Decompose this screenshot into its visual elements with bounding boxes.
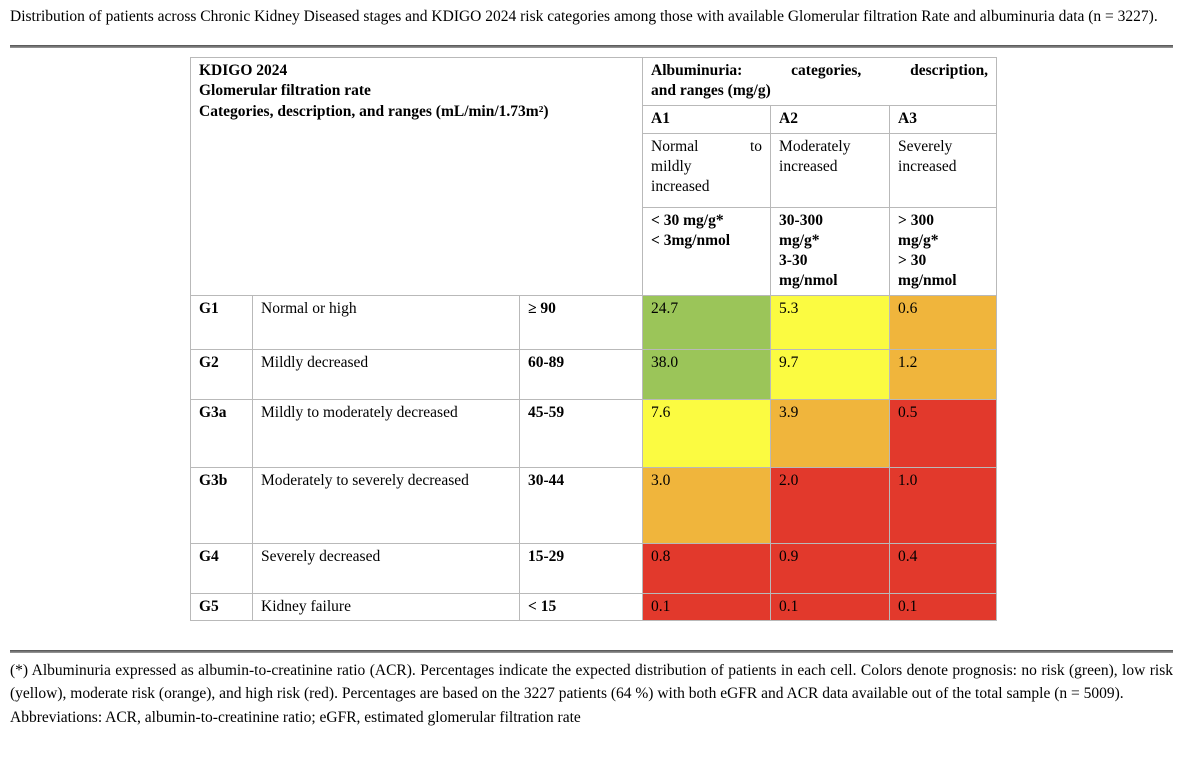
table-row-g1: G1 Normal or high ≥ 90 24.7 5.3 0.6 (190, 295, 998, 350)
row-code: G2 (190, 349, 253, 400)
table-row-g3a: G3a Mildly to moderately decreased 45-59… (190, 399, 998, 468)
top-divider-rule (10, 45, 1173, 48)
footnote-asterisk-note: (*) Albuminuria expressed as albumin-to-… (10, 662, 1173, 703)
albuminuria-header-line1: Albuminuria: categories, description, (651, 62, 989, 79)
kdigo-risk-table: KDIGO 2024 Glomerular filtration rate Ca… (189, 57, 998, 622)
risk-cell: 38.0 (642, 349, 772, 400)
risk-cell: 0.1 (889, 592, 998, 622)
col-desc-a1: Normal to mildly increased (642, 133, 772, 208)
risk-cell: 24.7 (642, 295, 772, 350)
risk-cell: 0.8 (642, 543, 772, 594)
table-row-g5: G5 Kidney failure < 15 0.1 0.1 0.1 (190, 592, 998, 622)
row-code: G3a (190, 399, 253, 468)
risk-cell: 0.4 (889, 543, 998, 594)
col-desc-a3: Severely increased (889, 133, 998, 208)
gfr-header-line1: KDIGO 2024 (199, 62, 288, 79)
table-row-g4: G4 Severely decreased 15-29 0.8 0.9 0.4 (190, 543, 998, 594)
row-description: Kidney failure (252, 592, 520, 622)
row-code: G4 (190, 543, 253, 594)
row-description: Normal or high (252, 295, 520, 350)
footnote-abbreviations: Abbreviations: ACR, albumin-to-creatinin… (10, 708, 581, 726)
row-code: G1 (190, 295, 253, 350)
table-row-g3b: G3b Moderately to severely decreased 30-… (190, 467, 998, 544)
row-range: < 15 (518, 592, 644, 622)
col-label-a3: A3 (889, 105, 998, 134)
bottom-divider-rule (10, 650, 1173, 653)
risk-cell: 2.0 (770, 467, 891, 544)
table-caption: Distribution of patients across Chronic … (10, 8, 1158, 25)
row-range: 60-89 (518, 349, 644, 400)
col-desc-a2: Moderately increased (770, 133, 891, 208)
risk-cell: 0.9 (770, 543, 891, 594)
risk-cell: 5.3 (770, 295, 891, 350)
row-description: Severely decreased (252, 543, 520, 594)
col-label-a2: A2 (770, 105, 891, 134)
row-description: Moderately to severely decreased (252, 467, 520, 544)
albuminuria-header-cell: Albuminuria: categories, description, an… (642, 57, 998, 106)
table-row-g2: G2 Mildly decreased 60-89 38.0 9.7 1.2 (190, 349, 998, 400)
col-range-a2: 30-300 mg/g* 3-30 mg/nmol (770, 207, 891, 296)
risk-cell: 3.9 (770, 399, 891, 468)
risk-cell: 7.6 (642, 399, 772, 468)
row-range: 15-29 (518, 543, 644, 594)
col-label-a1: A1 (642, 105, 772, 134)
row-range: 30-44 (518, 467, 644, 544)
row-range: ≥ 90 (518, 295, 644, 350)
gfr-header-line3: Categories, description, and ranges (mL/… (199, 102, 549, 120)
gfr-header-line2: Glomerular filtration rate (199, 82, 371, 100)
risk-cell: 0.5 (889, 399, 998, 468)
risk-cell: 3.0 (642, 467, 772, 544)
row-range: 45-59 (518, 399, 644, 468)
risk-cell: 0.1 (642, 592, 772, 622)
row-code: G5 (190, 592, 253, 622)
row-code: G3b (190, 467, 253, 544)
gfr-header-cell: KDIGO 2024 Glomerular filtration rate Ca… (189, 57, 644, 296)
col-range-a3: > 300 mg/g* > 30 mg/nmol (889, 207, 998, 296)
risk-cell: 0.6 (889, 295, 998, 350)
footnote: (*) Albuminuria expressed as albumin-to-… (10, 659, 1173, 729)
risk-cell: 1.0 (889, 467, 998, 544)
row-description: Mildly to moderately decreased (252, 399, 520, 468)
col-range-a1: < 30 mg/g* < 3mg/nmol (642, 207, 772, 296)
risk-cell: 1.2 (889, 349, 998, 400)
risk-cell: 9.7 (770, 349, 891, 400)
row-description: Mildly decreased (252, 349, 520, 400)
risk-cell: 0.1 (770, 592, 891, 622)
albuminuria-header-line2: and ranges (mg/g) (651, 82, 771, 100)
